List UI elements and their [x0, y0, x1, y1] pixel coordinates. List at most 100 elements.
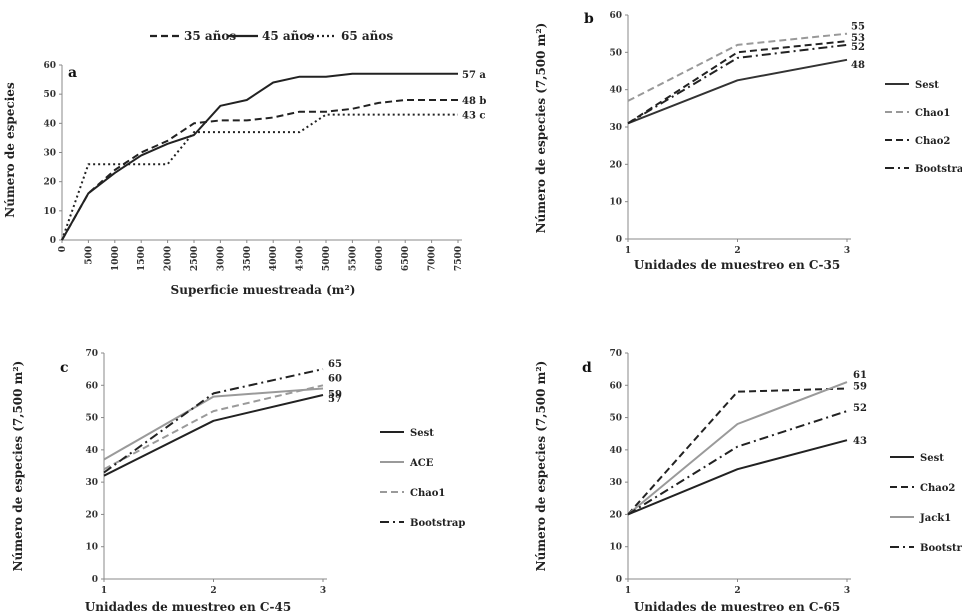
- series-line-bootstrap: [103, 368, 324, 474]
- y-tick-label: 60: [85, 381, 98, 391]
- legend-c: Sest ACE Chao1 Bootstrap: [380, 428, 465, 529]
- x-tick-label: 4500: [296, 246, 306, 271]
- panel-label-c: c: [60, 360, 69, 376]
- legend-label: Jack1: [919, 513, 951, 524]
- x-axis-label-a: Superficie muestreada (m²): [171, 283, 356, 297]
- panel-a: a 0 10 20 30 40 50 60 0 500 1000 1500 2000 2500 3000…: [3, 29, 486, 297]
- x-tick-label: 1: [625, 246, 631, 256]
- y-tick-label: 20: [43, 178, 56, 188]
- y-ticks-d: 0 10 20 30 40 50 60 70: [609, 349, 629, 585]
- x-tick-label: 6000: [375, 246, 385, 271]
- x-tick-label: 4000: [269, 246, 279, 271]
- y-ticks-b: 0 10 20 30 40 50 60: [609, 11, 629, 245]
- series-line-sest: [627, 439, 848, 516]
- y-axis-label-c: Número de especies (7,500 m²): [11, 361, 25, 572]
- series-a: [61, 72, 458, 241]
- x-ticks-a: 0 500 1000 1500 2000 2500 3000 3500 4000 4500 5000…: [58, 239, 464, 271]
- x-tick-label: 6500: [401, 246, 411, 271]
- legend-b: Sest Chao1 Chao2 Bootstrap: [885, 80, 962, 175]
- x-tick-label: 3: [844, 246, 850, 256]
- x-tick-label: 2500: [190, 246, 200, 271]
- x-ticks-d: 1 2 3: [625, 578, 851, 596]
- end-label: 55: [851, 22, 865, 33]
- legend-d: Sest Chao2 Jack1 Bootstrap: [890, 453, 962, 554]
- series-line-chao2: [627, 387, 848, 516]
- x-tick-label: 0: [58, 246, 68, 252]
- legend-label-35: 35 años: [184, 29, 236, 43]
- end-label: 65: [328, 359, 342, 370]
- y-tick-label: 40: [609, 446, 622, 456]
- y-tick-label: 50: [609, 414, 622, 424]
- legend-label: Bootstrap: [410, 518, 465, 529]
- legend-label: ACE: [409, 458, 434, 469]
- y-tick-label: 0: [50, 236, 56, 246]
- y-tick-label: 30: [85, 478, 98, 488]
- series-line-sest: [103, 394, 324, 477]
- y-tick-label: 30: [609, 123, 622, 133]
- y-tick-label: 0: [616, 235, 622, 245]
- y-axis-label-a: Número de especies: [3, 82, 17, 218]
- legend-label: Chao1: [410, 488, 445, 499]
- x-tick-label: 7000: [428, 246, 438, 271]
- y-tick-label: 40: [609, 86, 622, 96]
- end-label: 52: [853, 403, 867, 414]
- x-tick-label: 5500: [348, 246, 358, 271]
- y-axis-label-d: Número de especies (7,500 m²): [534, 361, 548, 572]
- end-label: 61: [853, 370, 867, 381]
- series-line-chao2: [627, 40, 848, 125]
- legend-label: Bootstrap: [920, 543, 962, 554]
- x-tick-label: 1500: [137, 246, 147, 271]
- series-line-sest: [627, 58, 848, 125]
- x-tick-label: 3000: [216, 246, 226, 271]
- y-tick-label: 10: [85, 543, 98, 553]
- legend-label: Chao1: [915, 108, 950, 119]
- y-tick-label: 0: [92, 575, 98, 585]
- end-labels-a: 48 b 57 a 43 c: [462, 70, 486, 122]
- x-tick-label: 500: [84, 246, 94, 265]
- series-line-65-años: [61, 113, 458, 241]
- y-tick-label: 10: [609, 543, 622, 553]
- y-tick-label: 20: [609, 510, 622, 520]
- end-label: 48: [851, 60, 865, 71]
- x-tick-label: 1: [625, 586, 631, 596]
- series-line-bootstrap: [627, 410, 848, 516]
- y-tick-label: 10: [609, 198, 622, 208]
- series-line-bootstrap: [627, 43, 848, 125]
- y-tick-label: 30: [609, 478, 622, 488]
- end-label: 53: [851, 33, 865, 44]
- x-tick-label: 2: [734, 586, 740, 596]
- y-tick-label: 50: [43, 90, 56, 100]
- x-tick-label: 3500: [243, 246, 253, 271]
- legend-label: Chao2: [915, 136, 950, 147]
- y-axis-label-b: Número de especies (7,500 m²): [534, 23, 548, 234]
- series-line-35-años: [61, 99, 458, 241]
- series-line-45-años: [61, 72, 458, 241]
- end-label: 52: [851, 42, 865, 53]
- end-label: 59: [328, 390, 342, 401]
- end-label: 57: [328, 394, 342, 405]
- y-tick-label: 50: [85, 414, 98, 424]
- x-tick-label: 7500: [454, 246, 464, 271]
- y-tick-label: 70: [609, 349, 622, 359]
- x-tick-label: 3: [844, 586, 850, 596]
- y-tick-label: 50: [609, 48, 622, 58]
- x-tick-label: 2000: [164, 246, 174, 271]
- y-tick-label: 60: [609, 11, 622, 21]
- y-tick-label: 70: [85, 349, 98, 359]
- y-tick-label: 10: [43, 207, 56, 217]
- legend-label-45: 45 años: [262, 29, 314, 43]
- y-tick-label: 60: [609, 381, 622, 391]
- series-line-jack1: [627, 381, 848, 516]
- series-line-chao1: [103, 384, 324, 471]
- y-ticks-a: 0 10 20 30 40 50 60: [43, 61, 63, 246]
- x-tick-label: 1: [101, 586, 107, 596]
- series-c: [103, 368, 324, 477]
- x-tick-label: 1000: [111, 246, 121, 271]
- y-tick-label: 60: [43, 61, 56, 71]
- legend-a: 35 años 45 años 65 años: [150, 29, 393, 43]
- x-ticks-b: 1 2 3: [625, 238, 851, 256]
- panel-label-a: a: [68, 65, 77, 81]
